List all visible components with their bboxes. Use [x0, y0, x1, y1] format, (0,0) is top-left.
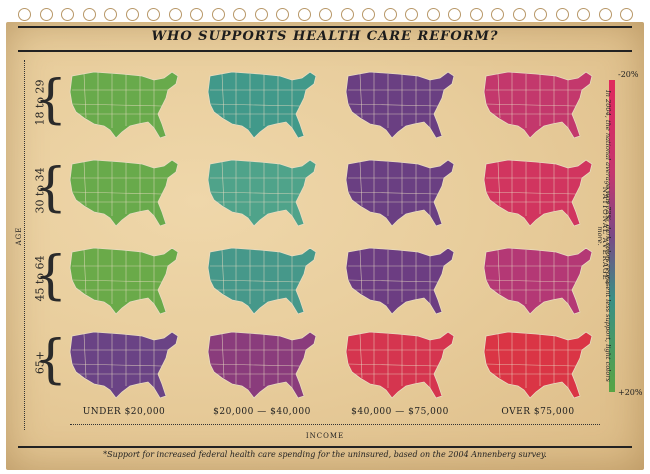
age-label: 18 to 29 [33, 79, 47, 126]
us-map [69, 71, 179, 139]
income-label: $40,000 — $75,000 [351, 407, 449, 417]
us-map [483, 331, 593, 399]
binding-hole [598, 8, 612, 21]
binding-hole [82, 8, 96, 21]
binding-hole [61, 8, 74, 21]
age-axis-title: AGE [15, 226, 23, 246]
binding-hole [577, 8, 590, 21]
binding-hole [340, 8, 354, 21]
color-scale-bar [609, 80, 615, 392]
income-label: $20,000 — $40,000 [213, 407, 311, 417]
binding-hole [534, 8, 547, 21]
footer-rule [18, 446, 632, 448]
age-brace: { [34, 158, 68, 218]
binding-hole [147, 8, 160, 21]
age-label: 45 to 64 [33, 255, 47, 302]
us-map [345, 331, 455, 399]
binding-hole [555, 8, 569, 21]
binding-hole [491, 8, 504, 21]
scale-note: In 2004, the national average was 72%, d… [596, 90, 612, 382]
us-map [345, 159, 455, 227]
spiral-binding-holes [0, 0, 650, 24]
us-map [345, 71, 455, 139]
us-map [69, 331, 179, 399]
us-map [483, 71, 593, 139]
scale-bottom-label: +20% [618, 388, 643, 397]
us-map [207, 247, 317, 315]
binding-hole [190, 8, 203, 21]
us-map [69, 159, 179, 227]
age-brace: { [34, 246, 68, 306]
binding-hole [620, 8, 633, 21]
top-rule [18, 26, 632, 28]
binding-hole [104, 8, 117, 21]
binding-hole [297, 8, 311, 21]
age-brace: { [34, 330, 68, 390]
income-axis-title: INCOME [305, 432, 345, 440]
age-label: 65+ [33, 350, 47, 375]
us-map [483, 247, 593, 315]
income-label: OVER $75,000 [501, 407, 575, 417]
binding-hole [233, 8, 246, 21]
us-map [207, 71, 317, 139]
binding-hole [125, 8, 139, 21]
binding-hole [211, 8, 225, 21]
us-map [207, 159, 317, 227]
binding-hole [383, 8, 397, 21]
footnote: *Support for increased federal health ca… [103, 450, 547, 459]
income-label: UNDER $20,000 [82, 407, 166, 417]
us-map [345, 247, 455, 315]
binding-hole [319, 8, 332, 21]
binding-hole [39, 8, 53, 21]
binding-hole [254, 8, 268, 21]
income-axis-line [70, 424, 600, 425]
age-axis-line [24, 60, 25, 430]
age-brace: { [34, 70, 68, 130]
us-map [207, 331, 317, 399]
title-rule [18, 50, 632, 52]
binding-hole [448, 8, 461, 21]
binding-hole [276, 8, 289, 21]
age-label: 30 to 34 [33, 167, 47, 214]
binding-hole [18, 8, 31, 21]
binding-hole [405, 8, 418, 21]
binding-hole [469, 8, 483, 21]
chart-title: WHO SUPPORTS HEALTH CARE REFORM? [151, 29, 499, 44]
us-map [69, 247, 179, 315]
us-map [483, 159, 593, 227]
binding-hole [512, 8, 526, 21]
binding-hole [426, 8, 440, 21]
binding-hole [362, 8, 375, 21]
binding-hole [168, 8, 182, 21]
scale-top-label: -20% [618, 70, 639, 79]
